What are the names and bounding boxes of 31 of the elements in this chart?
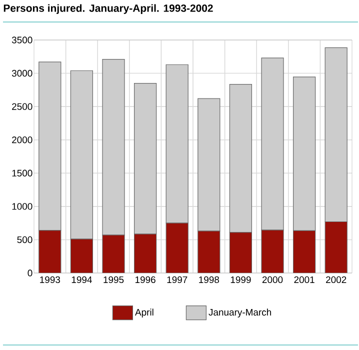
x-tick-label: 1998 — [199, 276, 220, 284]
x-tick-label: 1994 — [72, 276, 92, 284]
bar — [166, 223, 188, 273]
bar — [38, 230, 61, 273]
bar — [230, 232, 252, 273]
y-tick-label: 3500 — [12, 36, 32, 44]
y-tick-label: 1000 — [12, 203, 32, 210]
y-tick-label: 500 — [17, 236, 32, 244]
bar — [198, 231, 220, 273]
bar — [70, 239, 93, 273]
bar — [293, 230, 316, 273]
y-tick-label: 2000 — [12, 136, 32, 144]
bar — [134, 234, 156, 273]
y-tick-label: 0 — [28, 270, 32, 276]
chart-title: Persons injured. January-April. 1993-2002 — [4, 4, 213, 14]
x-tick-label: 1993 — [40, 276, 60, 284]
x-tick-label: 1997 — [167, 276, 188, 284]
x-tick-label: 2002 — [326, 276, 346, 284]
x-tick-label: 2001 — [294, 276, 314, 284]
y-tick-label: 3000 — [12, 70, 32, 77]
bar — [324, 221, 348, 273]
y-tick-label: 1500 — [12, 170, 32, 176]
bar — [102, 235, 125, 273]
x-tick-label: 2000 — [262, 276, 283, 284]
bar — [262, 230, 284, 273]
legend-label: January-March — [208, 308, 272, 318]
y-tick-label: 2500 — [12, 103, 32, 110]
legend-label: April — [135, 308, 154, 318]
x-tick-label: 1995 — [104, 276, 124, 284]
x-tick-label: 1999 — [230, 276, 251, 284]
x-tick-label: 1996 — [135, 276, 156, 284]
